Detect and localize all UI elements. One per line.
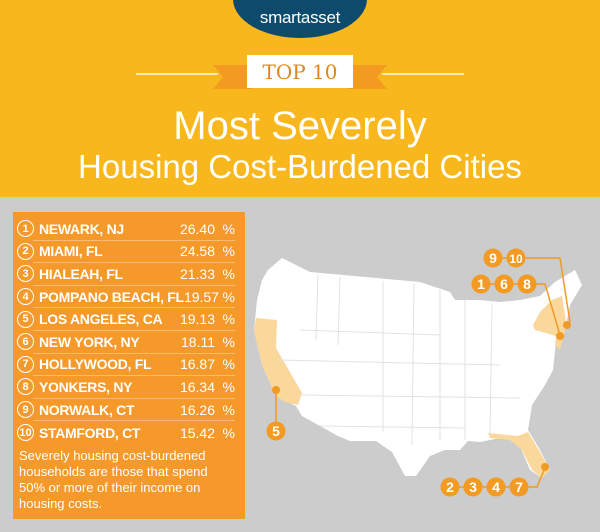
logo-text: smartasset: [259, 8, 341, 27]
percent-value: 16.87: [179, 356, 215, 373]
city-name: HIALEAH, FL: [39, 265, 123, 282]
rank-marker: [266, 421, 286, 441]
rank-marker: [440, 477, 460, 497]
rank-badge: 5: [17, 310, 34, 328]
percent-value: 16.34: [179, 378, 215, 395]
state-florida: [488, 432, 550, 478]
rank-badge: 8: [17, 378, 34, 396]
rank-badge: 7: [17, 355, 34, 373]
percent-unit: %: [222, 401, 235, 418]
state-california: [254, 318, 302, 405]
percent-value: 24.58: [179, 243, 215, 260]
rank-badge: 9: [17, 401, 34, 419]
rank-marker-label: 3: [469, 479, 477, 495]
rank-marker-label: 5: [272, 423, 280, 439]
location-dot: [556, 332, 564, 340]
city-name: YONKERS, NY: [39, 378, 133, 395]
rank-marker: [486, 477, 506, 497]
rank-marker-label: 9: [489, 250, 497, 266]
percent-unit: %: [222, 378, 235, 395]
location-dot: [272, 386, 280, 394]
city-name: NORWALK, CT: [39, 401, 135, 418]
percent-unit: %: [222, 265, 235, 282]
ranking-row: 9 NORWALK, CT 16.26%: [17, 399, 235, 422]
footnote: Severely housing cost-burdened household…: [19, 447, 208, 511]
rank-marker: [463, 477, 483, 497]
city-name: LOS ANGELES, CA: [39, 311, 163, 328]
percent-value: 16.26: [179, 401, 215, 418]
percent-value: 19.57: [183, 288, 219, 305]
ranking-row: 4 POMPANO BEACH, FL 19.57%: [17, 286, 235, 309]
percent-value: 18.11: [181, 333, 215, 350]
rank-marker-label: 7: [515, 479, 523, 495]
ranking-row: 3 HIALEAH, FL 21.33%: [17, 263, 235, 286]
rankings-panel: 1 NEWARK, NJ 26.40% 2 MIAMI, FL 24.58% 3 HIALEA…: [13, 212, 245, 519]
rank-marker-label: 10: [509, 252, 523, 266]
city-name: NEWARK, NJ: [39, 220, 124, 237]
rank-badge: 2: [17, 242, 34, 260]
top10-ribbon: TOP 10: [213, 55, 387, 91]
rank-badge: 3: [17, 265, 34, 283]
percent-value: 15.42: [179, 424, 215, 441]
rank-marker: [483, 248, 503, 268]
city-name: STAMFORD, CT: [39, 424, 141, 441]
city-name: NEW YORK, NY: [39, 333, 140, 350]
rank-badge: 6: [17, 333, 34, 351]
percent-unit: %: [222, 288, 235, 305]
rank-marker-label: 4: [492, 479, 500, 495]
city-name: POMPANO BEACH, FL: [39, 288, 184, 305]
rank-marker: [509, 477, 529, 497]
ranking-row: 8 YONKERS, NY 16.34%: [17, 376, 235, 399]
percent-unit: %: [222, 220, 235, 237]
percent-unit: %: [222, 243, 235, 260]
rank-badge: 4: [17, 288, 34, 306]
title-line1: Most Severely: [173, 104, 427, 148]
rank-marker-label: 1: [477, 276, 485, 292]
ranking-row: 5 LOS ANGELES, CA 19.13%: [17, 308, 235, 331]
map-markers: 9 10 1 6 8 5 2 3 4 7: [266, 248, 571, 497]
divider-left: [136, 73, 218, 75]
ranking-row: 10 STAMFORD, CT 15.42%: [17, 421, 235, 444]
rank-badge: 1: [17, 220, 34, 238]
top10-label: TOP 10: [247, 55, 353, 88]
percent-unit: %: [222, 333, 235, 350]
state-borders: [277, 273, 521, 446]
location-dot: [563, 321, 571, 329]
rank-marker-label: 8: [523, 276, 531, 292]
rank-marker: [517, 274, 537, 294]
ranking-row: 7 HOLLYWOOD, FL 16.87%: [17, 354, 235, 377]
ranking-row: 2 MIAMI, FL 24.58%: [17, 241, 235, 264]
divider-right: [382, 73, 464, 75]
percent-unit: %: [222, 356, 235, 373]
rank-badge: 10: [17, 424, 34, 442]
rank-marker-label: 2: [446, 479, 454, 495]
percent-value: 19.13: [179, 311, 215, 328]
percent-unit: %: [222, 424, 235, 441]
rank-marker-label: 6: [500, 276, 508, 292]
percent-value: 21.33: [179, 265, 215, 282]
percent-unit: %: [222, 311, 235, 328]
ranking-row: 1 NEWARK, NJ 26.40%: [17, 218, 235, 241]
city-name: HOLLYWOOD, FL: [39, 356, 152, 373]
us-outline: [254, 258, 582, 478]
header-banner: smartasset TOP 10 Most Severely Housing …: [0, 0, 600, 197]
city-name: MIAMI, FL: [39, 243, 103, 260]
title-line2: Housing Cost-Burdened Cities: [78, 148, 522, 185]
rank-marker: [506, 248, 526, 268]
ranking-row: 6 NEW YORK, NY 18.11%: [17, 331, 235, 354]
rank-marker: [494, 274, 514, 294]
location-dot: [541, 463, 549, 471]
percent-value: 26.40: [179, 220, 215, 237]
rank-marker: [471, 274, 491, 294]
